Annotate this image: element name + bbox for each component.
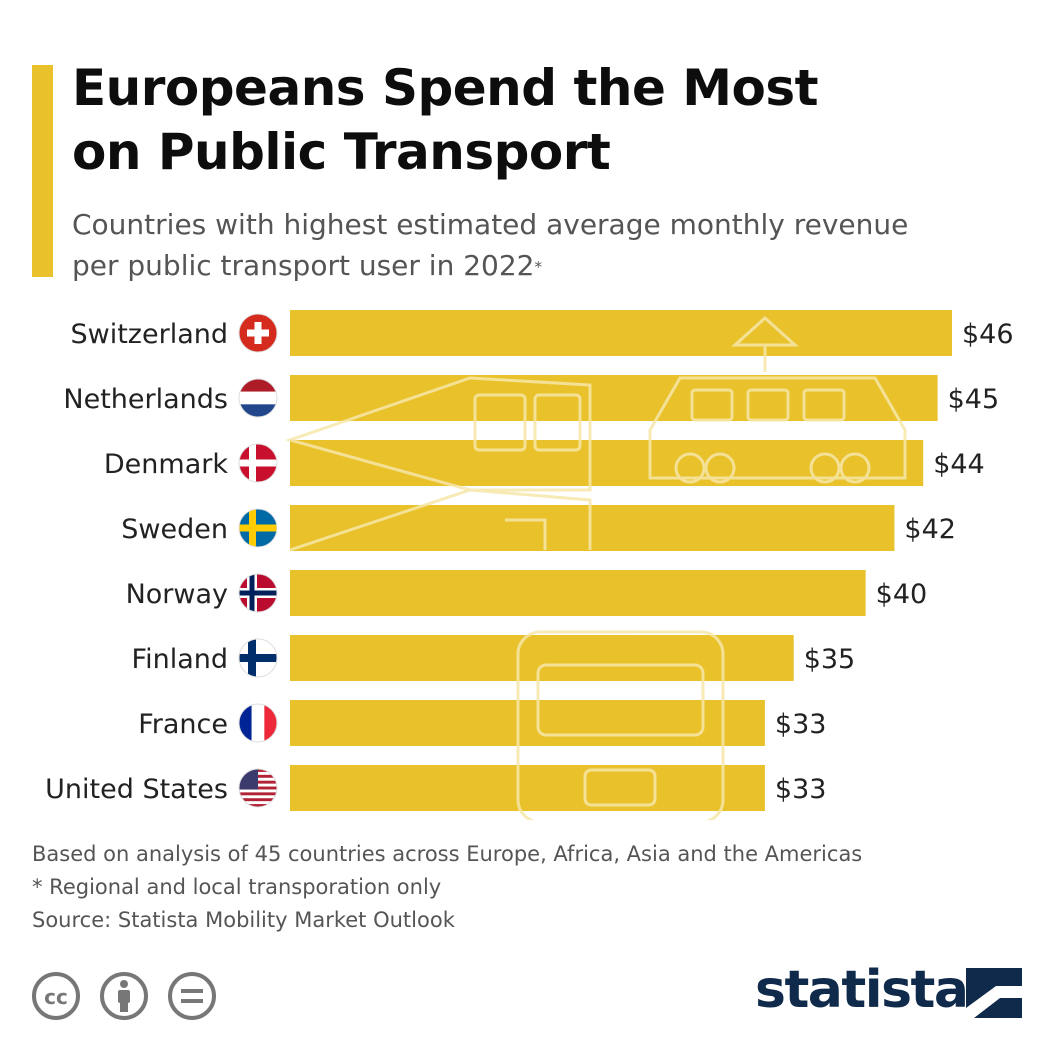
license-icons: cc <box>32 972 216 1020</box>
cc-icon[interactable]: cc <box>32 972 80 1020</box>
category-label-finland: Finland <box>132 644 228 675</box>
statista-logo-icon <box>966 968 1022 1018</box>
chart-subtitle: Countries with highest estimated average… <box>72 204 1032 286</box>
value-label-united-states: $33 <box>775 774 827 805</box>
value-label-netherlands: $45 <box>948 384 1000 415</box>
value-label-sweden: $42 <box>904 514 956 545</box>
transport-watermark-icon <box>284 315 907 820</box>
netherlands-flag-icon <box>238 378 278 418</box>
norway-flag-icon <box>238 573 278 613</box>
bars-layer: Switzerland $46 Netherlands $45 Denmark $44 Sw… <box>45 310 1014 811</box>
bar-finland <box>290 635 794 681</box>
no-derivatives-icon[interactable] <box>168 972 216 1020</box>
statista-logo[interactable]: statista <box>755 960 969 1020</box>
denmark-flag-icon <box>238 443 278 483</box>
category-label-switzerland: Switzerland <box>71 319 229 350</box>
switzerland-flag-icon <box>238 313 278 353</box>
subtitle-line-2: per public transport user in 2022 <box>72 249 535 282</box>
united-states-flag-icon <box>238 768 278 808</box>
attribution-icon[interactable] <box>100 972 148 1020</box>
bar-france <box>290 700 765 746</box>
svg-text:cc: cc <box>44 985 68 1009</box>
footnote: * Regional and local transporation only <box>32 875 442 899</box>
value-label-finland: $35 <box>804 644 856 675</box>
bar-sweden <box>290 505 895 551</box>
chart-title: Europeans Spend the Most on Public Trans… <box>72 56 1032 184</box>
category-label-norway: Norway <box>126 579 228 610</box>
category-label-france: France <box>138 709 228 740</box>
subtitle-footnote-marker: * <box>534 258 543 276</box>
title-line-2: on Public Transport <box>72 123 611 181</box>
source-note: Source: Statista Mobility Market Outlook <box>32 908 455 932</box>
france-flag-icon <box>238 703 278 743</box>
subtitle-line-1: Countries with highest estimated average… <box>72 208 909 241</box>
title-accent-bar <box>32 65 53 277</box>
category-label-denmark: Denmark <box>104 449 228 480</box>
bar-united-states <box>290 765 765 811</box>
finland-flag-icon <box>238 638 278 678</box>
bar-netherlands <box>290 375 938 421</box>
value-label-switzerland: $46 <box>962 319 1014 350</box>
category-label-sweden: Sweden <box>121 514 228 545</box>
bar-norway <box>290 570 866 616</box>
value-label-france: $33 <box>775 709 827 740</box>
title-line-1: Europeans Spend the Most <box>72 59 819 117</box>
value-label-denmark: $44 <box>933 449 985 480</box>
chart-notes: Based on analysis of 45 countries across… <box>32 838 1022 937</box>
bar-switzerland <box>290 310 952 356</box>
bar-chart: Switzerland $46 Netherlands $45 Denmark $44 Sw… <box>45 310 1014 820</box>
value-label-norway: $40 <box>876 579 928 610</box>
category-label-netherlands: Netherlands <box>63 384 228 415</box>
analysis-note: Based on analysis of 45 countries across… <box>32 842 863 866</box>
category-label-united-states: United States <box>45 774 228 805</box>
sweden-flag-icon <box>238 508 278 548</box>
